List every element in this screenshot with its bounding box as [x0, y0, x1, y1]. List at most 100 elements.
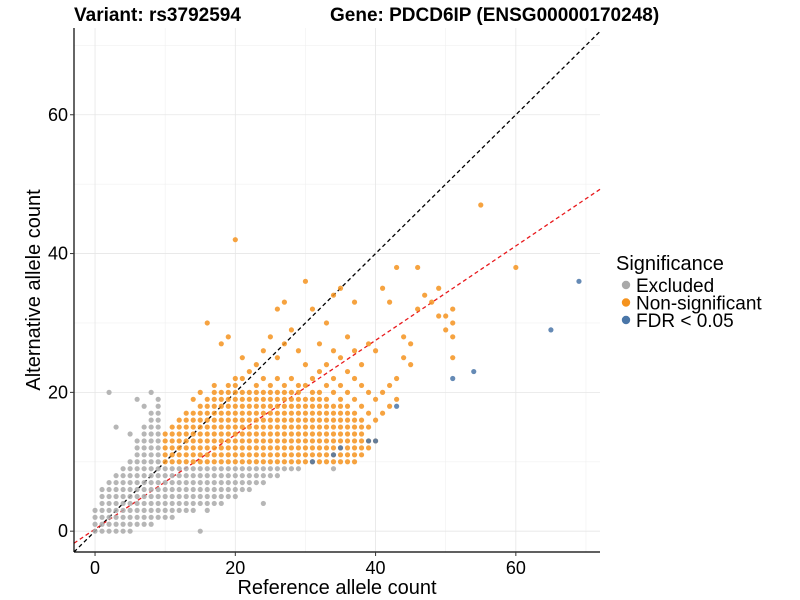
- point-excluded: [155, 500, 161, 507]
- point-non-significant: [323, 452, 330, 458]
- point-non-significant: [351, 299, 358, 305]
- data-points: [92, 202, 582, 534]
- point-excluded: [113, 473, 119, 479]
- point-non-significant: [225, 389, 231, 395]
- point-non-significant: [337, 410, 344, 416]
- point-non-significant: [274, 403, 280, 409]
- point-non-significant: [337, 403, 344, 409]
- point-excluded: [197, 479, 203, 486]
- grid: [74, 28, 600, 552]
- point-non-significant: [239, 396, 245, 402]
- point-excluded: [197, 486, 203, 493]
- point-non-significant: [288, 438, 295, 444]
- point-non-significant: [316, 396, 323, 402]
- point-non-significant: [344, 424, 351, 430]
- point-non-significant: [169, 459, 175, 465]
- point-non-significant: [281, 389, 287, 395]
- legend-label: Excluded: [636, 276, 714, 297]
- point-non-significant: [323, 362, 330, 368]
- point-excluded: [141, 500, 147, 507]
- point-excluded: [127, 493, 133, 500]
- point-excluded: [155, 514, 161, 520]
- point-non-significant: [358, 417, 365, 423]
- y-tick-label: 0: [58, 521, 68, 541]
- point-excluded: [211, 493, 217, 500]
- point-excluded: [218, 473, 224, 479]
- point-excluded: [155, 459, 161, 465]
- point-non-significant: [309, 424, 316, 430]
- point-non-significant: [246, 389, 252, 395]
- point-non-significant: [302, 431, 309, 437]
- legend-title: Significance: [616, 253, 724, 275]
- point-non-significant: [246, 396, 252, 402]
- legend-key: [621, 280, 631, 290]
- point-non-significant: [225, 382, 231, 389]
- point-excluded: [92, 521, 98, 527]
- point-non-significant: [302, 445, 309, 451]
- point-non-significant: [323, 424, 330, 430]
- point-excluded: [120, 486, 126, 493]
- point-non-significant: [253, 396, 259, 402]
- point-non-significant: [232, 396, 238, 402]
- point-excluded: [211, 500, 217, 507]
- point-non-significant: [169, 431, 175, 437]
- point-excluded: [120, 514, 126, 520]
- point-non-significant: [288, 327, 295, 333]
- point-excluded: [183, 507, 189, 513]
- point-non-significant: [344, 389, 351, 395]
- point-excluded: [211, 466, 217, 472]
- point-non-significant: [260, 417, 266, 423]
- legend-key: [621, 298, 631, 307]
- point-excluded: [225, 493, 231, 500]
- point-excluded: [162, 514, 168, 520]
- point-excluded: [106, 528, 112, 534]
- point-non-significant: [267, 382, 273, 389]
- point-non-significant: [197, 438, 203, 444]
- point-non-significant: [316, 445, 323, 451]
- point-non-significant: [267, 410, 273, 416]
- point-non-significant: [225, 403, 231, 409]
- point-non-significant: [218, 396, 224, 402]
- point-non-significant: [351, 410, 358, 416]
- point-non-significant: [253, 438, 259, 444]
- point-non-significant: [302, 417, 309, 423]
- reference-line-identity: [73, 31, 601, 553]
- point-non-significant: [183, 410, 189, 416]
- point-non-significant: [232, 459, 238, 465]
- point-excluded: [169, 479, 175, 486]
- point-non-significant: [379, 410, 386, 416]
- y-tick-label: 60: [48, 105, 68, 125]
- point-non-significant: [288, 396, 295, 402]
- point-non-significant: [295, 424, 302, 430]
- x-tick-label: 0: [90, 558, 100, 578]
- point-excluded: [204, 493, 210, 500]
- chart-title-variant: Variant: rs3792594: [74, 5, 241, 26]
- point-non-significant: [246, 445, 252, 451]
- point-non-significant: [309, 431, 316, 437]
- point-excluded: [246, 486, 252, 493]
- point-excluded: [190, 500, 196, 507]
- point-non-significant: [211, 452, 217, 458]
- point-non-significant: [253, 424, 259, 430]
- point-non-significant: [274, 417, 280, 423]
- point-excluded: [120, 466, 126, 472]
- point-non-significant: [260, 389, 266, 395]
- point-non-significant: [358, 438, 365, 444]
- point-excluded: [99, 507, 105, 513]
- point-non-significant: [387, 382, 393, 389]
- point-non-significant: [415, 264, 421, 271]
- point-excluded: [148, 493, 154, 500]
- point-excluded: [127, 507, 133, 513]
- point-excluded: [225, 486, 231, 493]
- point-excluded: [113, 507, 119, 513]
- point-excluded: [127, 514, 133, 520]
- point-non-significant: [232, 410, 238, 416]
- point-excluded: [176, 486, 182, 493]
- point-excluded: [127, 473, 133, 479]
- point-excluded: [106, 507, 112, 513]
- point-non-significant: [450, 355, 456, 361]
- point-excluded: [148, 424, 154, 430]
- point-excluded: [134, 396, 140, 402]
- point-non-significant: [253, 410, 259, 416]
- point-non-significant: [351, 375, 358, 382]
